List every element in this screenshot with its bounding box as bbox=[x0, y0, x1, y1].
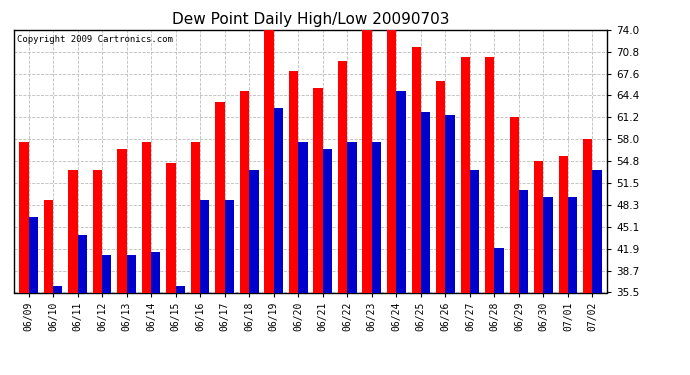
Title: Dew Point Daily High/Low 20090703: Dew Point Daily High/Low 20090703 bbox=[172, 12, 449, 27]
Bar bbox=[519, 190, 529, 375]
Bar bbox=[568, 197, 578, 375]
Bar bbox=[323, 149, 332, 375]
Bar bbox=[19, 142, 28, 375]
Bar bbox=[460, 57, 470, 375]
Bar bbox=[362, 30, 372, 375]
Bar bbox=[28, 217, 38, 375]
Bar bbox=[436, 81, 445, 375]
Bar bbox=[200, 201, 210, 375]
Bar bbox=[215, 102, 225, 375]
Bar bbox=[249, 170, 259, 375]
Bar bbox=[289, 71, 298, 375]
Bar bbox=[240, 92, 249, 375]
Bar bbox=[43, 201, 53, 375]
Bar bbox=[126, 255, 136, 375]
Bar bbox=[347, 142, 357, 375]
Bar bbox=[225, 201, 234, 375]
Bar bbox=[495, 248, 504, 375]
Bar bbox=[274, 108, 283, 375]
Bar bbox=[338, 61, 347, 375]
Bar bbox=[544, 197, 553, 375]
Bar bbox=[421, 112, 430, 375]
Bar bbox=[102, 255, 111, 375]
Bar bbox=[445, 115, 455, 375]
Bar bbox=[593, 170, 602, 375]
Bar bbox=[117, 149, 126, 375]
Bar bbox=[583, 139, 593, 375]
Bar bbox=[559, 156, 568, 375]
Bar bbox=[53, 286, 62, 375]
Bar bbox=[298, 142, 308, 375]
Bar bbox=[534, 161, 544, 375]
Bar bbox=[470, 170, 479, 375]
Bar bbox=[166, 163, 176, 375]
Bar bbox=[387, 30, 396, 375]
Bar bbox=[191, 142, 200, 375]
Bar bbox=[77, 234, 87, 375]
Bar bbox=[92, 170, 102, 375]
Bar bbox=[396, 92, 406, 375]
Text: Copyright 2009 Cartronics.com: Copyright 2009 Cartronics.com bbox=[17, 35, 172, 44]
Bar bbox=[313, 88, 323, 375]
Bar bbox=[151, 252, 161, 375]
Bar bbox=[176, 286, 185, 375]
Bar bbox=[372, 142, 381, 375]
Bar bbox=[264, 30, 274, 375]
Bar bbox=[68, 170, 77, 375]
Bar bbox=[510, 117, 519, 375]
Bar bbox=[485, 57, 495, 375]
Bar bbox=[411, 47, 421, 375]
Bar bbox=[142, 142, 151, 375]
